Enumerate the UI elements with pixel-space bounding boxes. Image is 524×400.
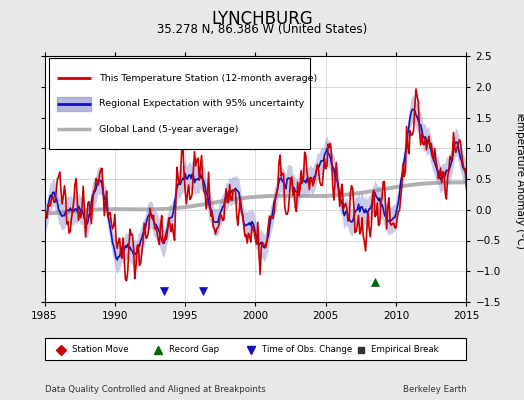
Text: Time of Obs. Change: Time of Obs. Change [262, 345, 352, 354]
Text: Global Land (5-year average): Global Land (5-year average) [100, 125, 239, 134]
Text: Record Gap: Record Gap [169, 345, 219, 354]
Y-axis label: Temperature Anomaly (°C): Temperature Anomaly (°C) [515, 110, 524, 248]
FancyBboxPatch shape [49, 58, 310, 150]
Text: Data Quality Controlled and Aligned at Breakpoints: Data Quality Controlled and Aligned at B… [45, 385, 265, 394]
FancyBboxPatch shape [45, 338, 466, 360]
Text: Station Move: Station Move [72, 345, 128, 354]
Text: 35.278 N, 86.386 W (United States): 35.278 N, 86.386 W (United States) [157, 23, 367, 36]
Text: Empirical Break: Empirical Break [372, 345, 439, 354]
Text: Berkeley Earth: Berkeley Earth [402, 385, 466, 394]
Text: LYNCHBURG: LYNCHBURG [211, 10, 313, 28]
Text: Regional Expectation with 95% uncertainty: Regional Expectation with 95% uncertaint… [100, 100, 304, 108]
Text: This Temperature Station (12-month average): This Temperature Station (12-month avera… [100, 74, 318, 83]
